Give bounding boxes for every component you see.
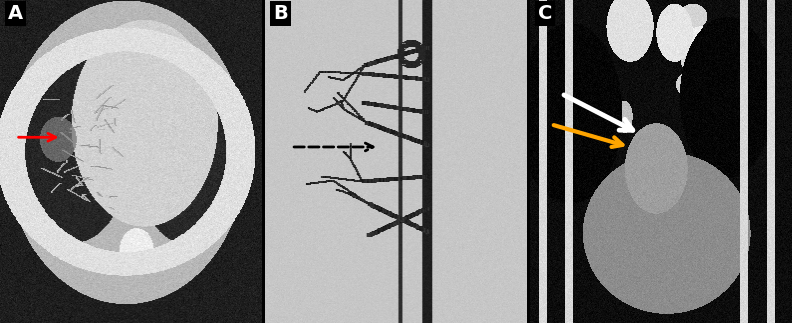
Text: A: A [8, 4, 23, 23]
Text: B: B [273, 4, 287, 23]
Text: C: C [538, 4, 552, 23]
